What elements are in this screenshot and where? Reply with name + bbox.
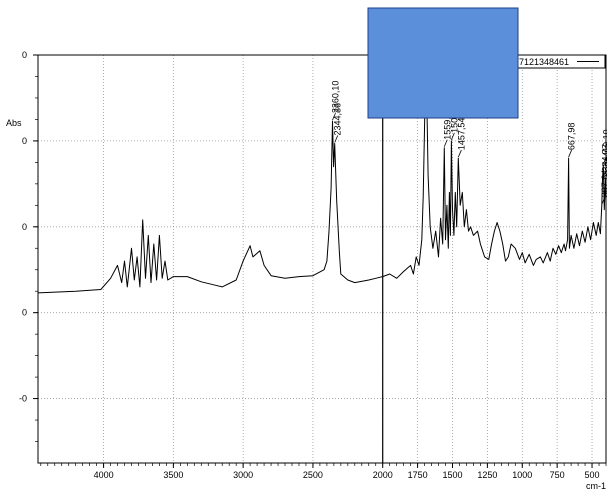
peak-label: 1457,54 <box>456 118 466 151</box>
x-tick-label: 2500 <box>303 470 323 480</box>
peak-leader <box>569 150 572 157</box>
x-tick-label: 2000 <box>373 470 393 480</box>
y-tick-label: -0 <box>19 394 27 404</box>
x-tick-label: 1250 <box>477 470 497 480</box>
overlay-box <box>368 8 518 118</box>
peak-leader <box>458 150 461 157</box>
legend-layer: 7121348461 <box>368 8 605 118</box>
y-tick-label: 0 <box>22 50 27 60</box>
x-tick-label: 3000 <box>233 470 253 480</box>
x-tick-label: 3500 <box>163 470 183 480</box>
peak-label: 667,98 <box>567 123 577 151</box>
x-tick-label: 4000 <box>94 470 114 480</box>
peak-leader <box>335 135 338 142</box>
peak-label: 397,64 <box>600 170 607 198</box>
peak-leader <box>444 140 447 147</box>
y-tick-label: 0 <box>22 222 27 232</box>
x-tick-label: 500 <box>585 470 600 480</box>
peak-label: 2344,36 <box>333 103 343 136</box>
x-axis-label: cm-1 <box>586 481 606 491</box>
series-layer <box>38 93 606 293</box>
x-tick-label: 1000 <box>512 470 532 480</box>
x-tick-label: 1750 <box>408 470 428 480</box>
plot-frame <box>38 55 606 463</box>
legend-label: 7121348461 <box>519 57 569 67</box>
grid-layer <box>38 55 606 463</box>
x-tick-label: 750 <box>550 470 565 480</box>
y-tick-label: 0 <box>22 308 27 318</box>
y-tick-label: 0 <box>22 136 27 146</box>
spectrum-line <box>38 93 606 293</box>
peak-label: 376,19 <box>603 144 607 172</box>
y-axis-label: Abs <box>6 118 22 128</box>
x-tick-label: 1500 <box>442 470 462 480</box>
